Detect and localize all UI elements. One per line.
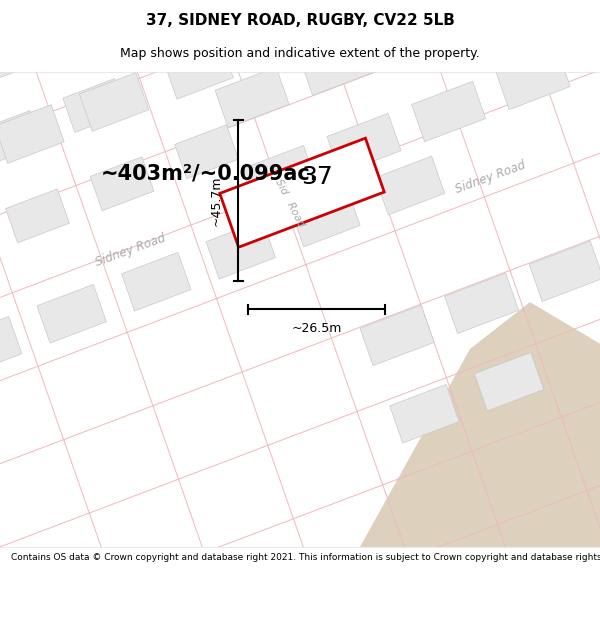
Polygon shape <box>220 138 384 248</box>
Polygon shape <box>496 49 570 109</box>
Text: ~26.5m: ~26.5m <box>292 322 341 334</box>
Text: Contains OS data © Crown copyright and database right 2021. This information is : Contains OS data © Crown copyright and d… <box>11 553 600 562</box>
Polygon shape <box>0 316 22 375</box>
Polygon shape <box>175 125 238 179</box>
Polygon shape <box>90 157 154 211</box>
Polygon shape <box>79 72 149 131</box>
Text: 37, SIDNEY ROAD, RUGBY, CV22 5LB: 37, SIDNEY ROAD, RUGBY, CV22 5LB <box>146 12 454 28</box>
Polygon shape <box>52 0 121 53</box>
Polygon shape <box>390 384 459 443</box>
Text: 37: 37 <box>301 165 333 189</box>
Polygon shape <box>63 79 127 132</box>
Polygon shape <box>242 146 317 206</box>
Polygon shape <box>248 9 318 67</box>
Text: Sidney Road: Sidney Road <box>453 158 527 196</box>
Text: Sidney Road: Sidney Road <box>93 231 167 269</box>
Polygon shape <box>529 241 600 301</box>
Polygon shape <box>360 302 600 547</box>
Polygon shape <box>291 188 360 247</box>
Polygon shape <box>375 156 445 215</box>
Polygon shape <box>475 352 544 411</box>
Polygon shape <box>37 284 106 343</box>
Polygon shape <box>0 111 42 164</box>
Polygon shape <box>0 26 37 85</box>
Polygon shape <box>327 113 401 174</box>
Polygon shape <box>333 0 403 35</box>
Polygon shape <box>299 35 374 96</box>
Polygon shape <box>206 221 275 279</box>
Polygon shape <box>0 105 64 163</box>
Text: Map shows position and indicative extent of the property.: Map shows position and indicative extent… <box>120 48 480 61</box>
Polygon shape <box>122 253 191 311</box>
Polygon shape <box>360 305 434 366</box>
Polygon shape <box>164 41 233 99</box>
Polygon shape <box>215 67 289 128</box>
Polygon shape <box>412 81 485 142</box>
Polygon shape <box>384 3 458 63</box>
Polygon shape <box>5 189 69 242</box>
Text: Sid   Road: Sid Road <box>274 177 307 229</box>
Text: ~45.7m: ~45.7m <box>209 175 223 226</box>
Polygon shape <box>445 273 519 334</box>
Text: ~403m²/~0.099ac.: ~403m²/~0.099ac. <box>101 164 319 184</box>
Polygon shape <box>137 0 206 21</box>
